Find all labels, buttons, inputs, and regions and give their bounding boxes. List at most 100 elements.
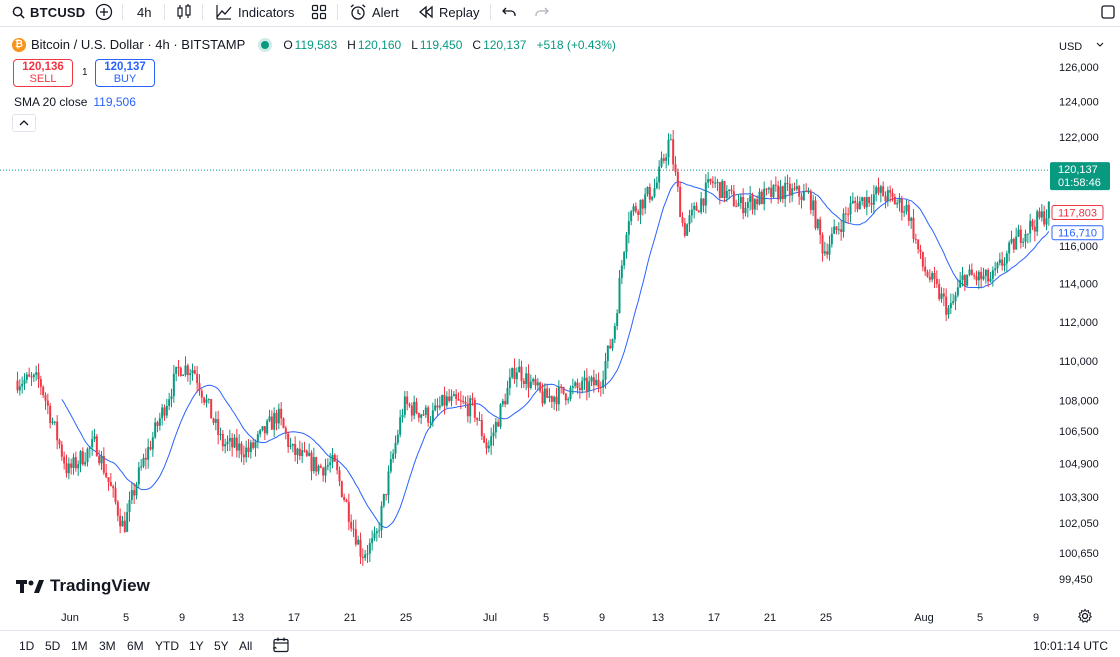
candle [877,177,880,196]
candle [21,376,24,394]
compare-symbol-button[interactable] [95,0,113,24]
candle [576,378,579,394]
candle [980,267,983,289]
candle [1036,209,1039,236]
candle [203,396,206,406]
symbol-title[interactable]: Bitcoin / U.S. Dollar · 4h · BITSTAMP [31,37,246,52]
range-1m[interactable]: 1M [71,639,88,653]
range-all[interactable]: All [239,639,253,653]
candle [394,435,397,459]
price-chart[interactable]: USD126,000124,000122,000120,000118,00011… [0,27,1120,630]
range-1y[interactable]: 1Y [189,639,204,653]
chart-settings-button[interactable] [1077,608,1093,629]
range-6m[interactable]: 6M [127,639,144,653]
candle [1017,224,1020,238]
candle [105,464,108,479]
time-tick-label: 9 [1033,612,1039,624]
candle [457,392,460,401]
candle [534,374,537,390]
candle [301,442,304,464]
candle [1008,240,1011,262]
sell-price: 120,136 [22,61,64,73]
candle [1015,227,1018,250]
candle [508,368,511,396]
price-tick-label: 112,000 [1059,317,1098,329]
range-ytd[interactable]: YTD [155,639,179,653]
symbol-search-button[interactable]: BTCUSD [12,0,85,24]
replay-button[interactable]: Replay [418,0,479,24]
candle [872,185,875,215]
candle [86,447,89,467]
redo-button[interactable] [535,0,549,24]
candle [716,178,719,192]
candle [578,382,581,399]
candle [541,383,544,407]
fullscreen-button[interactable] [1101,0,1115,24]
chart-type-button[interactable] [176,0,192,24]
candle [144,448,147,470]
candle [781,185,784,204]
candle [291,443,294,453]
sma-legend[interactable]: SMA 20 close 119,506 [14,95,136,109]
sma-value: 119,506 [93,95,136,109]
buy-button[interactable]: 120,137 BUY [95,59,155,87]
candle [707,171,710,189]
time-axis[interactable]: Jun 5 9 13 17 21 25 Jul 5 9 13 17 21 25 Aug 5 9 [61,612,1039,624]
goto-date-button[interactable] [272,636,290,657]
candle [268,409,271,423]
candle [280,401,283,426]
candle [744,202,747,217]
candle [310,450,313,481]
candle [721,179,724,199]
candle [802,183,805,202]
collapse-legend-button[interactable] [12,114,36,132]
candle [308,443,311,457]
candle [945,288,948,322]
candle [487,440,490,453]
candle [658,160,661,190]
candle [674,156,677,176]
sell-button[interactable]: 120,136 SELL [13,59,73,87]
candle [193,366,196,375]
interval-button[interactable]: 4h [137,0,151,24]
range-3m[interactable]: 3M [99,639,116,653]
time-tick-label: 21 [764,612,776,624]
candle [830,227,833,248]
candle [889,185,892,203]
candle [373,526,376,542]
candle [882,181,885,197]
candle [935,270,938,288]
range-5y[interactable]: 5Y [214,639,229,653]
candle [245,440,248,463]
candle [263,425,266,441]
candle [515,367,518,388]
utc-clock[interactable]: 10:01:14 UTC [1033,639,1108,653]
alert-button[interactable]: Alert [349,0,399,24]
range-1d[interactable]: 1D [19,639,35,653]
candle [805,183,808,193]
candle [354,519,357,547]
range-5d[interactable]: 5D [45,639,61,653]
candle [450,389,453,407]
candle [779,180,782,203]
undo-button[interactable] [502,0,516,24]
price-axis[interactable]: USD126,000124,000122,000120,000118,00011… [1053,27,1120,604]
indicators-button[interactable]: Indicators [215,0,294,24]
candle [361,548,364,566]
candle [1022,237,1025,247]
candle [408,402,411,408]
candle [847,207,850,224]
currency-label[interactable]: USD [1059,41,1082,53]
candle [856,195,859,213]
time-tick-label: 5 [977,612,983,624]
candle [121,515,124,527]
tradingview-watermark: TradingView [16,576,150,596]
candle [669,134,672,141]
candle [697,209,700,213]
candle [604,352,607,389]
templates-button[interactable] [311,0,327,24]
candle [345,498,348,503]
candle [550,395,553,409]
candle [942,287,945,307]
candle [1029,213,1032,243]
